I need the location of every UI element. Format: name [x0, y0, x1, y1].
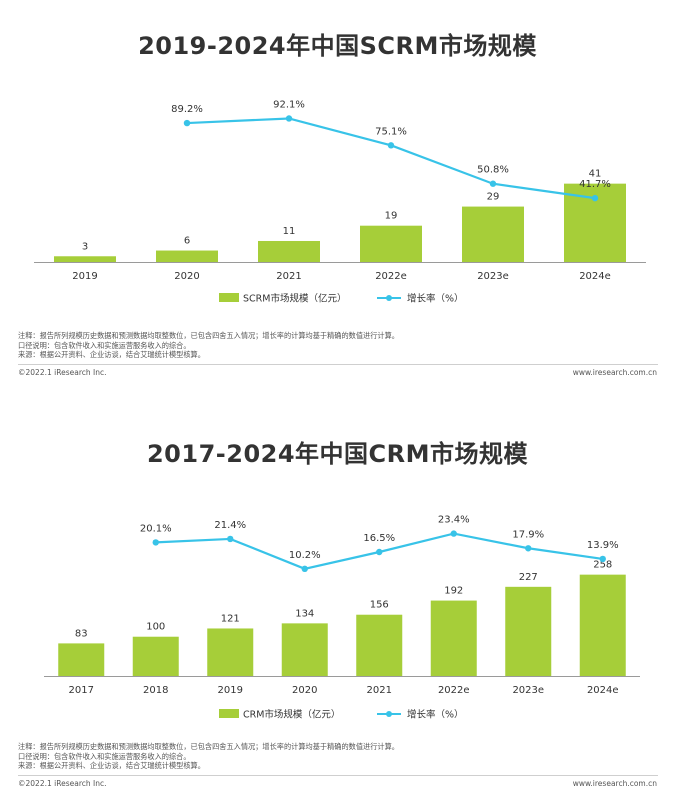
category-tick-label: 2019	[218, 685, 243, 696]
footer-divider	[18, 775, 658, 776]
bar	[207, 628, 254, 676]
bar-value-label: 100	[146, 622, 165, 633]
bar	[356, 614, 403, 676]
category-tick-label: 2022e	[375, 271, 407, 282]
bar-value-label: 227	[519, 572, 538, 583]
growth-rate-point	[376, 548, 383, 556]
bar-value-label: 83	[75, 628, 88, 639]
chart-notes: 注释：报告所列规模历史数据和预测数据均取整数位，已包含四舍五入情况；增长率的计算…	[18, 331, 658, 360]
legend-swatch-point	[386, 295, 392, 301]
category-tick-label: 2021	[367, 685, 392, 696]
growth-rate-point	[387, 142, 395, 149]
growth-rate-point	[152, 539, 159, 546]
bar	[58, 643, 105, 676]
scrm-chart-panel: 2019-2024年中国SCRM市场规模 3 2019 6 2020 11 2021 19 2…	[0, 0, 675, 400]
chart-title: 2019-2024年中国SCRM市场规模	[138, 32, 537, 60]
bar-value-label: 3	[82, 241, 88, 252]
growth-rate-point	[489, 180, 497, 187]
crm-chart-panel: 2017-2024年中国CRM市场规模 83 2017 100 2018 121 2019…	[0, 404, 675, 804]
growth-rate-label: 89.2%	[171, 104, 203, 115]
legend-label-bar: CRM市场规模（亿元）	[243, 709, 340, 721]
legend-label-line: 增长率（%）	[407, 709, 464, 721]
footer-divider	[18, 364, 658, 365]
growth-rate-point	[599, 555, 606, 563]
chart-legend: SCRM市场规模（亿元） 增长率（%）	[219, 293, 464, 305]
chart-legend: CRM市场规模（亿元） 增长率（%）	[219, 709, 464, 721]
copyright: ©2022.1 iResearch Inc.	[18, 368, 107, 377]
scrm-combo-chart: 3 2019 6 2020 11 2021 19 2022e 29 2023e 41 2024e 89.…	[34, 99, 646, 305]
category-tick-label: 2020	[174, 271, 199, 282]
growth-rate-label: 21.4%	[214, 520, 246, 531]
legend-swatch-bar	[219, 709, 239, 718]
growth-rate-point	[450, 530, 457, 537]
category-tick-label: 2020	[292, 685, 317, 696]
bar	[258, 240, 320, 262]
category-tick-label: 2024e	[587, 685, 619, 696]
growth-rate-label: 41.7%	[579, 179, 611, 190]
growth-rate-label: 20.1%	[140, 523, 172, 534]
chart-title: 2017-2024年中国CRM市场规模	[146, 440, 529, 468]
growth-rate-label: 92.1%	[273, 99, 305, 110]
bar-value-label: 134	[295, 608, 314, 619]
website: www.iresearch.com.cn	[572, 368, 657, 377]
bar-value-label: 192	[444, 586, 463, 597]
copyright: ©2022.1 iResearch Inc.	[18, 779, 107, 788]
growth-rate-point	[227, 535, 234, 543]
growth-rate-point	[591, 194, 599, 202]
bar	[360, 225, 422, 262]
category-tick-label: 2022e	[438, 685, 470, 696]
growth-rate-label: 17.9%	[512, 529, 544, 540]
bar-value-label: 258	[593, 560, 612, 571]
bar-value-label: 41	[589, 169, 602, 180]
bar-value-label: 156	[370, 600, 389, 611]
bar	[430, 600, 477, 676]
note-line: 口径说明：包含软件收入和实施运营服务收入的综合。	[18, 340, 191, 350]
bar-value-label: 6	[184, 236, 190, 247]
growth-rate-label: 13.9%	[587, 540, 619, 551]
growth-rate-label: 75.1%	[375, 126, 407, 137]
category-tick-label: 2024e	[579, 271, 611, 282]
legend-swatch-point	[386, 711, 392, 717]
growth-rate-label: 16.5%	[363, 533, 395, 544]
category-tick-label: 2017	[69, 685, 94, 696]
bar	[462, 206, 524, 262]
note-line: 注释：报告所列规模历史数据和预测数据均取整数位，已包含四舍五入情况；增长率的计算…	[18, 742, 399, 751]
category-tick-label: 2023e	[477, 271, 509, 282]
bar-value-label: 19	[385, 211, 398, 222]
note-line: 来源：根据公开资料、企业访谈，结合艾瑞统计模型核算。	[18, 350, 205, 360]
legend-label-bar: SCRM市场规模（亿元）	[243, 293, 346, 305]
growth-rate-point	[525, 545, 532, 552]
bar-value-label: 121	[221, 613, 240, 624]
growth-rate-point	[183, 119, 191, 127]
category-tick-label: 2021	[276, 271, 301, 282]
legend-label-line: 增长率（%）	[407, 293, 464, 305]
bar	[579, 574, 626, 676]
bar	[505, 586, 552, 676]
growth-rate-point	[285, 115, 293, 122]
bar	[132, 636, 179, 676]
note-line: 来源：根据公开资料、企业访谈，结合艾瑞统计模型核算。	[18, 761, 205, 771]
bar-value-label: 29	[487, 192, 500, 203]
crm-combo-chart: 83 2017 100 2018 121 2019 134 2020 156 2021 192 202…	[44, 515, 640, 721]
note-line: 口径说明：包含软件收入和实施运营服务收入的综合。	[18, 751, 191, 761]
growth-rate-label: 23.4%	[438, 515, 470, 526]
bar	[281, 623, 328, 676]
category-tick-label: 2023e	[512, 685, 544, 696]
category-tick-label: 2018	[143, 685, 168, 696]
bar	[54, 256, 116, 262]
growth-rate-point	[301, 565, 308, 572]
note-line: 注释：报告所列规模历史数据和预测数据均取整数位，已包含四舍五入情况；增长率的计算…	[18, 331, 399, 340]
growth-rate-label: 10.2%	[289, 550, 321, 561]
bar-value-label: 11	[283, 226, 296, 237]
legend-swatch-bar	[219, 293, 239, 302]
bar	[156, 250, 218, 262]
chart-notes: 注释：报告所列规模历史数据和预测数据均取整数位，已包含四舍五入情况；增长率的计算…	[18, 742, 658, 771]
category-tick-label: 2019	[72, 271, 97, 282]
website: www.iresearch.com.cn	[572, 779, 657, 788]
growth-rate-label: 50.8%	[477, 165, 509, 176]
